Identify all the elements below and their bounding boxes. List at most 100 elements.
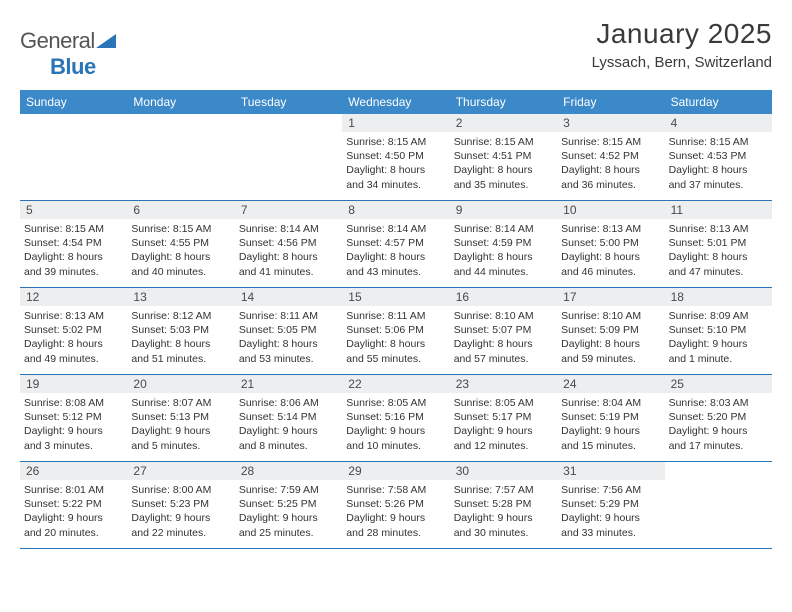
header: General Blue January 2025 Lyssach, Bern,… bbox=[20, 18, 772, 80]
daylight-text: and 30 minutes. bbox=[454, 526, 553, 540]
day-number: 28 bbox=[235, 462, 342, 480]
day-number: 31 bbox=[557, 462, 664, 480]
daylight-text: Daylight: 9 hours bbox=[561, 424, 660, 438]
sunrise-text: Sunrise: 8:05 AM bbox=[454, 396, 553, 410]
day-number: 14 bbox=[235, 288, 342, 306]
day-cell: 29Sunrise: 7:58 AMSunset: 5:26 PMDayligh… bbox=[342, 462, 449, 548]
weekday-header: Thursday bbox=[450, 90, 557, 114]
daylight-text: and 55 minutes. bbox=[346, 352, 445, 366]
daylight-text: Daylight: 8 hours bbox=[24, 250, 123, 264]
sunset-text: Sunset: 5:06 PM bbox=[346, 323, 445, 337]
day-cell: 6Sunrise: 8:15 AMSunset: 4:55 PMDaylight… bbox=[127, 201, 234, 287]
daylight-text: Daylight: 9 hours bbox=[346, 511, 445, 525]
day-number: 20 bbox=[127, 375, 234, 393]
daylight-text: and 36 minutes. bbox=[561, 178, 660, 192]
sunset-text: Sunset: 5:10 PM bbox=[669, 323, 768, 337]
day-cell: 16Sunrise: 8:10 AMSunset: 5:07 PMDayligh… bbox=[450, 288, 557, 374]
day-cell: 28Sunrise: 7:59 AMSunset: 5:25 PMDayligh… bbox=[235, 462, 342, 548]
sunset-text: Sunset: 5:09 PM bbox=[561, 323, 660, 337]
sunrise-text: Sunrise: 8:08 AM bbox=[24, 396, 123, 410]
week-row: 12Sunrise: 8:13 AMSunset: 5:02 PMDayligh… bbox=[20, 288, 772, 375]
sunset-text: Sunset: 5:26 PM bbox=[346, 497, 445, 511]
daylight-text: and 35 minutes. bbox=[454, 178, 553, 192]
weekday-header: Tuesday bbox=[235, 90, 342, 114]
daylight-text: and 49 minutes. bbox=[24, 352, 123, 366]
sunset-text: Sunset: 5:19 PM bbox=[561, 410, 660, 424]
daylight-text: Daylight: 8 hours bbox=[454, 163, 553, 177]
daylight-text: and 8 minutes. bbox=[239, 439, 338, 453]
sunrise-text: Sunrise: 7:58 AM bbox=[346, 483, 445, 497]
daylight-text: and 22 minutes. bbox=[131, 526, 230, 540]
day-number: 10 bbox=[557, 201, 664, 219]
week-row: 19Sunrise: 8:08 AMSunset: 5:12 PMDayligh… bbox=[20, 375, 772, 462]
sunrise-text: Sunrise: 8:11 AM bbox=[239, 309, 338, 323]
daylight-text: and 15 minutes. bbox=[561, 439, 660, 453]
day-cell: 20Sunrise: 8:07 AMSunset: 5:13 PMDayligh… bbox=[127, 375, 234, 461]
weeks-container: 1Sunrise: 8:15 AMSunset: 4:50 PMDaylight… bbox=[20, 114, 772, 549]
daylight-text: Daylight: 8 hours bbox=[24, 337, 123, 351]
day-number: 5 bbox=[20, 201, 127, 219]
page-title: January 2025 bbox=[592, 18, 772, 50]
day-number: 7 bbox=[235, 201, 342, 219]
daylight-text: Daylight: 8 hours bbox=[131, 337, 230, 351]
daylight-text: and 1 minute. bbox=[669, 352, 768, 366]
title-block: January 2025 Lyssach, Bern, Switzerland bbox=[592, 18, 772, 71]
weekday-header: Saturday bbox=[665, 90, 772, 114]
daylight-text: and 17 minutes. bbox=[669, 439, 768, 453]
sunset-text: Sunset: 5:14 PM bbox=[239, 410, 338, 424]
day-cell: 1Sunrise: 8:15 AMSunset: 4:50 PMDaylight… bbox=[342, 114, 449, 200]
sunset-text: Sunset: 4:56 PM bbox=[239, 236, 338, 250]
sunrise-text: Sunrise: 8:14 AM bbox=[239, 222, 338, 236]
sunset-text: Sunset: 5:07 PM bbox=[454, 323, 553, 337]
sunrise-text: Sunrise: 8:15 AM bbox=[454, 135, 553, 149]
sunrise-text: Sunrise: 7:59 AM bbox=[239, 483, 338, 497]
logo-text-blue: Blue bbox=[50, 54, 96, 79]
weekday-header: Wednesday bbox=[342, 90, 449, 114]
day-cell: 18Sunrise: 8:09 AMSunset: 5:10 PMDayligh… bbox=[665, 288, 772, 374]
day-cell: 9Sunrise: 8:14 AMSunset: 4:59 PMDaylight… bbox=[450, 201, 557, 287]
daylight-text: and 34 minutes. bbox=[346, 178, 445, 192]
daylight-text: Daylight: 9 hours bbox=[669, 424, 768, 438]
sunset-text: Sunset: 5:01 PM bbox=[669, 236, 768, 250]
sunset-text: Sunset: 5:25 PM bbox=[239, 497, 338, 511]
day-cell: 4Sunrise: 8:15 AMSunset: 4:53 PMDaylight… bbox=[665, 114, 772, 200]
daylight-text: Daylight: 8 hours bbox=[561, 250, 660, 264]
sunrise-text: Sunrise: 8:14 AM bbox=[346, 222, 445, 236]
sunset-text: Sunset: 5:13 PM bbox=[131, 410, 230, 424]
day-cell: 22Sunrise: 8:05 AMSunset: 5:16 PMDayligh… bbox=[342, 375, 449, 461]
daylight-text: and 12 minutes. bbox=[454, 439, 553, 453]
daylight-text: and 46 minutes. bbox=[561, 265, 660, 279]
sunrise-text: Sunrise: 8:01 AM bbox=[24, 483, 123, 497]
day-cell: 5Sunrise: 8:15 AMSunset: 4:54 PMDaylight… bbox=[20, 201, 127, 287]
day-number: 25 bbox=[665, 375, 772, 393]
daylight-text: Daylight: 9 hours bbox=[24, 511, 123, 525]
daylight-text: and 28 minutes. bbox=[346, 526, 445, 540]
sunset-text: Sunset: 5:20 PM bbox=[669, 410, 768, 424]
daylight-text: Daylight: 8 hours bbox=[239, 250, 338, 264]
weekday-header-row: Sunday Monday Tuesday Wednesday Thursday… bbox=[20, 90, 772, 114]
day-cell bbox=[127, 114, 234, 200]
daylight-text: and 59 minutes. bbox=[561, 352, 660, 366]
day-number: 17 bbox=[557, 288, 664, 306]
day-cell: 23Sunrise: 8:05 AMSunset: 5:17 PMDayligh… bbox=[450, 375, 557, 461]
day-cell: 11Sunrise: 8:13 AMSunset: 5:01 PMDayligh… bbox=[665, 201, 772, 287]
daylight-text: and 53 minutes. bbox=[239, 352, 338, 366]
day-number: 4 bbox=[665, 114, 772, 132]
daylight-text: Daylight: 9 hours bbox=[131, 424, 230, 438]
day-number: 18 bbox=[665, 288, 772, 306]
sunrise-text: Sunrise: 8:11 AM bbox=[346, 309, 445, 323]
day-cell: 31Sunrise: 7:56 AMSunset: 5:29 PMDayligh… bbox=[557, 462, 664, 548]
day-number: 1 bbox=[342, 114, 449, 132]
sunrise-text: Sunrise: 8:03 AM bbox=[669, 396, 768, 410]
sunset-text: Sunset: 4:54 PM bbox=[24, 236, 123, 250]
day-number: 16 bbox=[450, 288, 557, 306]
sunset-text: Sunset: 5:02 PM bbox=[24, 323, 123, 337]
logo-text: General Blue bbox=[20, 28, 117, 80]
day-cell: 10Sunrise: 8:13 AMSunset: 5:00 PMDayligh… bbox=[557, 201, 664, 287]
weekday-header: Friday bbox=[557, 90, 664, 114]
sunrise-text: Sunrise: 8:06 AM bbox=[239, 396, 338, 410]
day-number: 12 bbox=[20, 288, 127, 306]
day-cell: 17Sunrise: 8:10 AMSunset: 5:09 PMDayligh… bbox=[557, 288, 664, 374]
daylight-text: Daylight: 9 hours bbox=[131, 511, 230, 525]
daylight-text: and 20 minutes. bbox=[24, 526, 123, 540]
